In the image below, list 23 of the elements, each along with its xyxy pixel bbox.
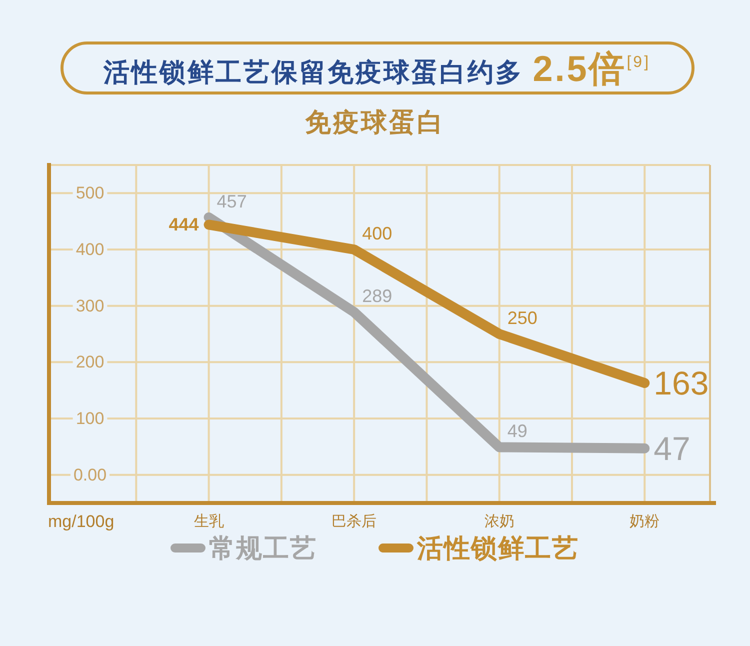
y-tick-label: 100: [76, 409, 104, 428]
y-tick-label: 0.00: [73, 465, 107, 484]
x-tick-label: 奶粉: [630, 513, 660, 530]
x-tick-label: 巴杀后: [332, 513, 377, 530]
data-label: 47: [654, 430, 690, 467]
y-tick-label: 500: [76, 184, 104, 203]
data-label: 163: [654, 364, 709, 402]
chart-subtitle: 免疫球蛋白: [305, 107, 445, 137]
text: mg/100g: [48, 512, 114, 531]
data-label: 457: [216, 191, 247, 212]
y-tick-label: 400: [76, 240, 104, 259]
legend-label: 活性锁鲜工艺: [416, 533, 579, 563]
x-tick-label: 浓奶: [484, 513, 514, 530]
data-label: 400: [362, 224, 392, 244]
data-label: 444: [168, 214, 199, 235]
y-tick-label: 200: [76, 352, 104, 372]
data-label: 289: [362, 286, 392, 306]
y-tick-label: 300: [76, 296, 104, 316]
x-tick-label: 生乳: [194, 513, 224, 530]
data-label: 49: [507, 421, 528, 442]
legend-label: 常规工艺: [209, 533, 317, 563]
chart-title: 活性锁鲜工艺保留免疫球蛋白约多 2.5倍$^{[9]}$: [102, 48, 651, 89]
data-label: 250: [507, 308, 538, 328]
